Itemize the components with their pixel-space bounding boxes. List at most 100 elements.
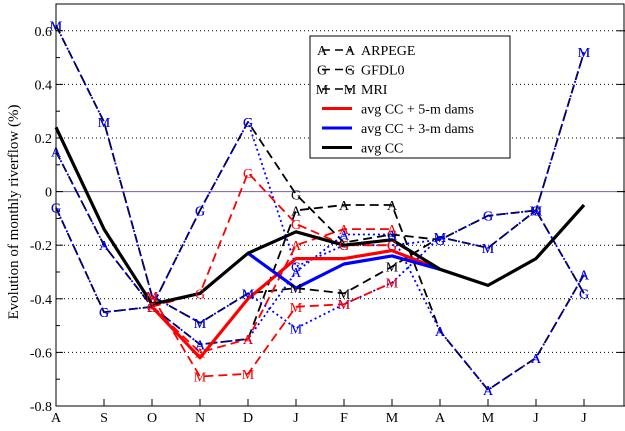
series-marker: A	[339, 228, 350, 243]
series-marker: M	[338, 287, 351, 302]
x-tick-label: A	[51, 411, 62, 426]
series-marker: A	[531, 352, 542, 367]
series-marker: A	[243, 333, 254, 348]
y-tick-label: -0.6	[30, 346, 52, 361]
series-marker: M	[242, 287, 255, 302]
series-marker: G	[483, 210, 493, 225]
series-marker: A	[435, 325, 446, 340]
series-marker: A	[99, 239, 110, 254]
series-marker: G	[387, 228, 397, 243]
y-tick-label: -0.2	[30, 239, 52, 254]
x-tick-label: M	[482, 411, 495, 426]
x-tick-label: M	[386, 411, 399, 426]
series-marker: G	[243, 116, 253, 131]
series-line-11	[54, 126, 586, 306]
y-tick-label: -0.4	[30, 293, 52, 308]
legend-label: avg CC + 5-m dams	[361, 103, 474, 118]
series-marker: G	[291, 188, 301, 203]
legend: A A ARPEGE G G GFDL0 M M MRI avg CC + 5-m dams avg…	[309, 35, 511, 159]
series-marker: A	[387, 228, 398, 243]
series-marker: G	[579, 287, 589, 302]
series-line-0	[55, 150, 585, 391]
series-line-3	[55, 150, 585, 391]
series-marker: A	[579, 269, 590, 284]
series-marker: A	[339, 223, 350, 238]
y-tick-label: 0	[45, 186, 52, 201]
legend-symbol: M	[344, 83, 357, 98]
series-marker: M	[386, 277, 399, 292]
axes: -0.8-0.6-0.4-0.200.20.40.6A S O N D J F M A M J J	[30, 3, 625, 426]
series-line-4	[55, 121, 585, 314]
series-line-9	[150, 249, 441, 360]
legend-label: avg CC	[361, 142, 403, 157]
series-marker: M	[146, 290, 159, 305]
series-marker: A	[435, 325, 446, 340]
series-marker: G	[291, 218, 301, 233]
x-tick-label: N	[195, 411, 205, 426]
series-marker: A	[147, 301, 158, 316]
series-lines	[54, 24, 586, 391]
series-marker: G	[435, 234, 445, 249]
series-marker: M	[242, 287, 255, 302]
y-tick-label: 0.6	[35, 25, 53, 40]
series-marker: A	[195, 346, 206, 361]
x-tick-label: J	[533, 411, 539, 426]
legend-symbol: M	[316, 83, 329, 98]
series-marker: M	[146, 290, 159, 305]
legend-symbol: A	[317, 44, 328, 59]
legend-label: avg CC + 3-m dams	[361, 122, 474, 137]
series-marker: G	[531, 204, 541, 219]
series-marker: A	[99, 239, 110, 254]
series-marker: M	[338, 298, 351, 313]
series-marker: A	[147, 301, 158, 316]
series-marker: A	[531, 352, 542, 367]
series-marker: G	[99, 306, 109, 321]
series-marker: M	[290, 282, 303, 297]
x-tick-label: J	[581, 411, 587, 426]
series-marker: M	[242, 368, 255, 383]
series-marker: A	[291, 266, 302, 281]
x-tick-label: A	[435, 411, 446, 426]
series-marker: G	[387, 239, 397, 254]
x-tick-label: S	[100, 411, 108, 426]
plot-frame	[55, 3, 625, 407]
series-marker: M	[578, 46, 591, 61]
series-marker: A	[291, 239, 302, 254]
series-marker: G	[483, 210, 493, 225]
series-marker: G	[531, 204, 541, 219]
series-marker: M	[386, 261, 399, 276]
legend-box	[309, 35, 511, 159]
series-marker: A	[339, 199, 350, 214]
y-tick-label: -0.8	[30, 400, 52, 415]
series-marker: M	[290, 301, 303, 316]
series-marker: A	[387, 223, 398, 238]
series-marker: M	[578, 46, 591, 61]
series-marker: M	[530, 204, 543, 219]
series-marker: M	[146, 290, 159, 305]
series-marker: G	[291, 261, 301, 276]
series-marker: M	[434, 231, 447, 246]
series-marker: G	[99, 306, 109, 321]
series-marker: G	[243, 116, 253, 131]
series-marker: M	[194, 371, 207, 386]
series-marker: G	[339, 239, 349, 254]
x-tick-label: D	[243, 411, 253, 426]
legend-label: MRI	[361, 83, 388, 98]
series-marker: G	[579, 287, 589, 302]
series-marker: G	[387, 239, 397, 254]
series-marker: M	[194, 317, 207, 332]
series-marker: G	[339, 239, 349, 254]
series-marker: M	[98, 116, 111, 131]
series-marker: M	[290, 322, 303, 337]
series-line-5	[55, 24, 585, 330]
series-marker: G	[147, 301, 157, 316]
series-marker: A	[387, 199, 398, 214]
series-marker: M	[98, 116, 111, 131]
series-marker: A	[243, 333, 254, 348]
series-line-10	[247, 251, 441, 290]
series-marker: G	[195, 287, 205, 302]
series-marker: M	[434, 231, 447, 246]
series-marker: A	[147, 301, 158, 316]
